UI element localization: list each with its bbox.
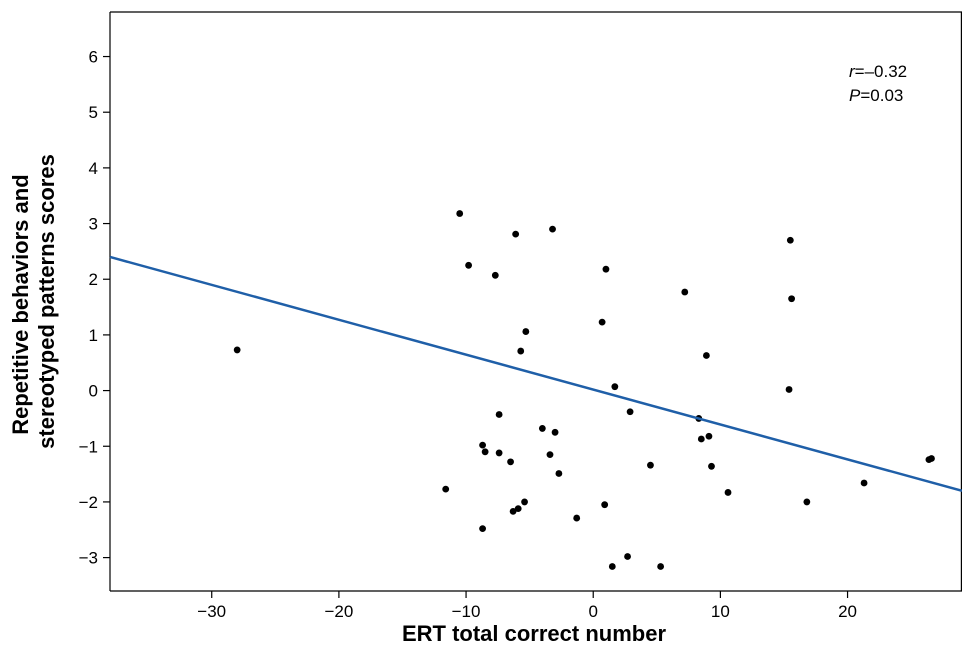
x-tick-label: 10 xyxy=(711,602,730,621)
data-point xyxy=(549,225,556,233)
y-tick-label: −1 xyxy=(79,437,98,456)
y-tick-label: 0 xyxy=(89,382,98,401)
data-point xyxy=(928,455,935,462)
data-point xyxy=(509,507,517,515)
data-point xyxy=(479,441,486,449)
p-value-annotation: P=0.03 xyxy=(849,86,903,105)
y-axis-title-line-1: Repetitive behaviors and xyxy=(8,174,33,434)
data-points xyxy=(233,210,935,570)
y-tick-label: 3 xyxy=(89,215,98,234)
data-point xyxy=(456,210,464,217)
r-symbol: r xyxy=(849,62,856,81)
data-point xyxy=(860,479,868,487)
x-tick-label: 0 xyxy=(588,602,597,621)
y-tick-label: 5 xyxy=(89,103,98,122)
data-point xyxy=(598,318,606,326)
correlation-annotation: r=–0.32 xyxy=(849,62,907,81)
data-point xyxy=(611,383,619,391)
data-point xyxy=(786,236,794,244)
data-point xyxy=(708,462,715,470)
y-ticks: −3 −2 −1 0 1 2 3 4 5 6 xyxy=(79,48,110,568)
data-point xyxy=(703,352,710,359)
data-point xyxy=(657,563,665,570)
y-tick-label: −3 xyxy=(79,549,98,568)
data-point xyxy=(442,485,450,493)
y-tick-label: −2 xyxy=(79,493,98,512)
data-point xyxy=(479,525,486,533)
y-tick-label: 4 xyxy=(89,159,98,178)
x-tick-label: 20 xyxy=(838,602,857,621)
data-point xyxy=(495,449,503,457)
y-tick-label: 6 xyxy=(89,48,98,67)
plot-area xyxy=(109,11,962,592)
data-point xyxy=(521,498,528,506)
data-point xyxy=(705,432,713,440)
data-point xyxy=(551,428,559,436)
y-tick-label: 2 xyxy=(89,270,98,289)
r-value: =–0.32 xyxy=(855,62,907,81)
x-tick-label: −20 xyxy=(324,602,353,621)
data-point xyxy=(681,288,689,296)
data-point xyxy=(233,346,241,354)
data-point xyxy=(803,498,811,506)
data-point xyxy=(724,489,732,496)
data-point xyxy=(495,411,503,418)
data-point xyxy=(538,425,546,432)
data-point xyxy=(608,563,616,570)
data-point xyxy=(546,451,554,459)
data-point xyxy=(785,386,793,393)
data-point xyxy=(514,505,522,513)
p-symbol: P xyxy=(849,86,861,105)
data-point xyxy=(555,470,563,477)
regression-line xyxy=(109,255,962,492)
data-point xyxy=(507,458,514,466)
data-point xyxy=(573,514,581,522)
x-tick-label: −10 xyxy=(452,602,481,621)
data-point xyxy=(601,501,609,509)
data-point xyxy=(624,553,631,560)
data-point xyxy=(517,347,525,355)
x-tick-label: −30 xyxy=(197,602,226,621)
p-value: =0.03 xyxy=(860,86,903,105)
data-point xyxy=(512,230,520,238)
y-tick-label: 1 xyxy=(89,326,98,345)
data-point xyxy=(697,435,705,443)
x-axis-title: ERT total correct number xyxy=(402,621,666,646)
data-point xyxy=(647,461,654,469)
data-point xyxy=(522,328,530,335)
data-point xyxy=(626,408,634,416)
y-axis-title: Repetitive behaviors and stereotyped pat… xyxy=(8,154,59,449)
data-point xyxy=(602,265,610,273)
data-point xyxy=(465,261,473,269)
x-ticks: −30 −20 −10 0 10 20 xyxy=(197,591,857,621)
data-point xyxy=(491,271,499,279)
data-point xyxy=(481,448,489,456)
data-point xyxy=(788,295,795,303)
y-axis-title-line-2: stereotyped patterns scores xyxy=(34,154,59,449)
